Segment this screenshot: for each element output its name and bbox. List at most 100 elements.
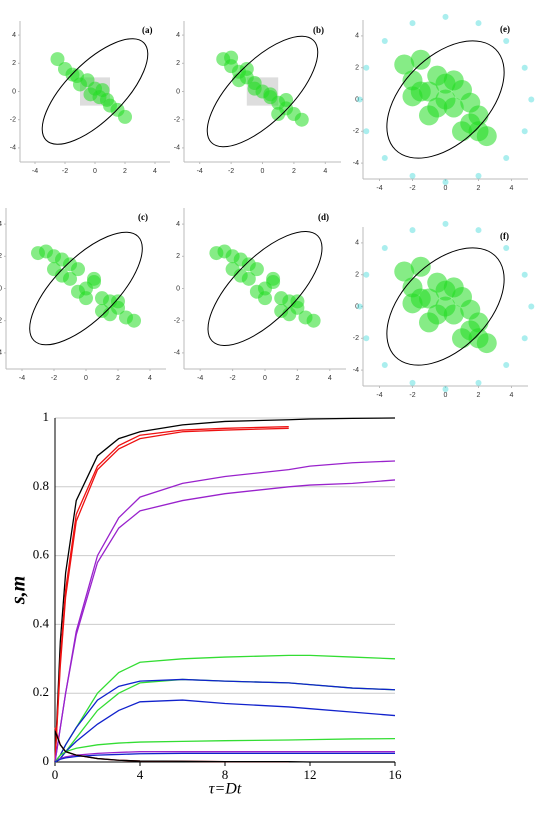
x-tick-label: -2 <box>62 168 68 175</box>
point <box>381 362 388 369</box>
x-tick-label: 4 <box>323 168 327 175</box>
x-tick-label: -4 <box>376 185 382 192</box>
series-line <box>54 751 395 763</box>
point <box>468 328 489 349</box>
panel-label: (b) <box>313 25 324 35</box>
y-tick-label: 2 <box>12 60 16 67</box>
point <box>442 179 449 186</box>
panel-label: (d) <box>318 212 329 222</box>
y-tick-label: 2 <box>355 272 359 279</box>
point <box>521 271 528 278</box>
point <box>381 37 388 44</box>
y-tick-label: 0.6 <box>33 547 50 562</box>
y-tick-label: -2 <box>353 335 359 342</box>
point <box>503 244 510 251</box>
y-tick-label: 2 <box>176 60 180 67</box>
point <box>95 83 110 98</box>
x-tick-label: 12 <box>304 767 317 782</box>
x-tick-label: 4 <box>148 375 152 382</box>
point <box>263 87 278 102</box>
point <box>363 64 370 71</box>
x-tick-label: 0 <box>84 375 88 382</box>
x-tick-label: 2 <box>477 392 481 399</box>
y-tick-label: -2 <box>174 318 180 325</box>
x-tick-label: -4 <box>376 392 382 399</box>
x-tick-label: 4 <box>137 767 144 782</box>
y-axis-label: s,m <box>8 576 30 605</box>
point <box>419 105 439 126</box>
y-tick-label: -4 <box>10 145 16 152</box>
point <box>363 128 370 135</box>
y-tick-label: -2 <box>353 128 359 135</box>
point <box>50 52 65 67</box>
y-tick-label: 4 <box>355 33 359 40</box>
x-tick-label: 2 <box>477 185 481 192</box>
y-tick-label: 0.4 <box>33 615 50 630</box>
reference-ellipse <box>41 38 149 145</box>
y-tick-label: 4 <box>176 32 180 39</box>
series-line <box>54 417 396 763</box>
point <box>460 92 481 113</box>
y-tick-label: 0.2 <box>33 684 49 699</box>
point <box>224 50 239 65</box>
x-tick-label: 2 <box>123 168 127 175</box>
point <box>290 294 305 309</box>
x-tick-label: 0 <box>93 168 97 175</box>
x-tick-label: 2 <box>295 375 299 382</box>
series-line <box>54 678 396 763</box>
point <box>460 299 481 320</box>
point <box>87 271 101 286</box>
y-tick-label: -4 <box>353 367 359 374</box>
point <box>363 335 370 342</box>
x-tick-label: 4 <box>328 375 332 382</box>
reference-ellipse <box>386 40 505 159</box>
point <box>247 81 262 96</box>
point <box>442 386 449 393</box>
x-tick-label: 0 <box>52 767 59 782</box>
point <box>402 86 423 107</box>
y-tick-label: 4 <box>12 32 16 39</box>
x-tick-label: -4 <box>197 168 203 175</box>
point <box>83 87 98 102</box>
point <box>63 257 77 272</box>
point <box>475 172 482 179</box>
x-tick-label: -2 <box>409 185 415 192</box>
series-line <box>54 460 396 763</box>
point <box>475 379 482 386</box>
point <box>249 284 264 299</box>
x-tick-label: 2 <box>116 375 120 382</box>
point <box>409 172 416 179</box>
series-line <box>54 678 396 763</box>
reference-ellipse <box>386 247 505 366</box>
point <box>435 73 456 94</box>
y-tick-label: 4 <box>0 221 2 228</box>
point <box>409 20 416 27</box>
point <box>127 313 141 328</box>
point <box>443 97 464 118</box>
x-tick-label: 0 <box>263 375 267 382</box>
series-line <box>54 654 396 763</box>
y-tick-label: 0 <box>12 88 16 95</box>
y-tick-label: -4 <box>174 350 180 357</box>
y-tick-label: 2 <box>176 253 180 260</box>
y-tick-label: -2 <box>174 117 180 124</box>
y-tick-label: -2 <box>0 318 2 325</box>
series-line <box>54 730 395 763</box>
y-tick-label: 0 <box>43 753 50 768</box>
point <box>70 68 84 83</box>
reference-ellipse <box>206 35 319 148</box>
series-line <box>54 752 395 763</box>
point <box>356 96 363 103</box>
point <box>503 155 510 162</box>
point <box>231 73 246 88</box>
point <box>443 304 464 325</box>
point <box>475 20 482 27</box>
point <box>241 257 256 272</box>
y-tick-label: 0 <box>176 285 180 292</box>
point <box>282 307 297 322</box>
point <box>442 220 449 227</box>
y-tick-label: 4 <box>355 240 359 247</box>
point <box>381 244 388 251</box>
point <box>103 307 117 322</box>
x-tick-label: -2 <box>229 375 235 382</box>
